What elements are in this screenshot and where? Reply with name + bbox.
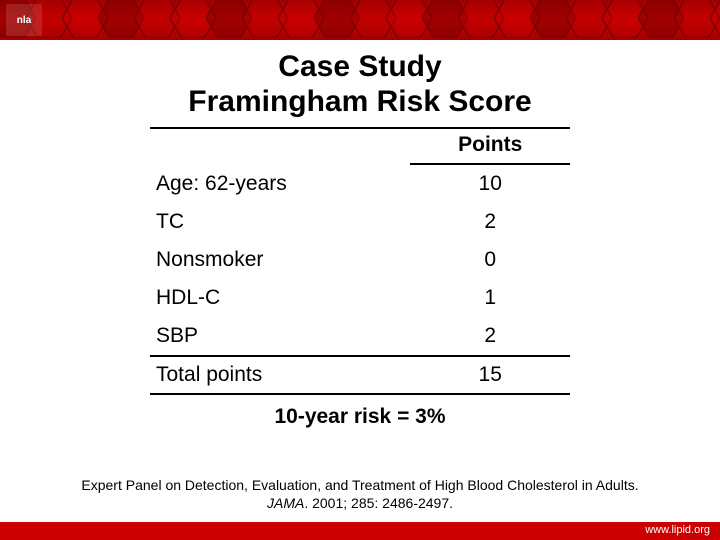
nla-logo: nla — [6, 4, 42, 36]
score-table-wrap: Points Age: 62-years 10 TC 2 Nonsmoker 0… — [150, 127, 570, 429]
row-label: HDL-C — [150, 279, 410, 317]
table-row: TC 2 — [150, 203, 570, 241]
hex-pattern — [0, 0, 720, 40]
table-row: SBP 2 — [150, 317, 570, 356]
citation-journal: JAMA — [267, 495, 304, 511]
row-label: Nonsmoker — [150, 241, 410, 279]
score-table: Points Age: 62-years 10 TC 2 Nonsmoker 0… — [150, 127, 570, 395]
row-label: SBP — [150, 317, 410, 356]
slide-title: Case Study Framingham Risk Score — [0, 50, 720, 119]
row-label: TC — [150, 203, 410, 241]
risk-statement: 10-year risk = 3% — [150, 405, 570, 429]
citation: Expert Panel on Detection, Evaluation, a… — [0, 477, 720, 512]
table-row: Nonsmoker 0 — [150, 241, 570, 279]
logo-text: nla — [17, 15, 31, 26]
total-value: 15 — [410, 356, 570, 394]
title-line-1: Case Study — [0, 50, 720, 85]
total-label: Total points — [150, 356, 410, 394]
row-value: 2 — [410, 317, 570, 356]
row-value: 10 — [410, 164, 570, 203]
table-row: Age: 62-years 10 — [150, 164, 570, 203]
row-value: 2 — [410, 203, 570, 241]
footer-bar: www.lipid.org — [0, 522, 720, 540]
title-line-2: Framingham Risk Score — [0, 85, 720, 120]
citation-ref: . 2001; 285: 2486-2497. — [304, 495, 453, 511]
table-row: HDL-C 1 — [150, 279, 570, 317]
row-value: 0 — [410, 241, 570, 279]
footer-url: www.lipid.org — [645, 524, 710, 536]
citation-text: Expert Panel on Detection, Evaluation, a… — [81, 477, 638, 493]
points-header: Points — [410, 128, 570, 164]
total-row: Total points 15 — [150, 356, 570, 394]
row-value: 1 — [410, 279, 570, 317]
row-label: Age: 62-years — [150, 164, 410, 203]
header-bar: nla — [0, 0, 720, 40]
hex-icon — [710, 0, 720, 38]
